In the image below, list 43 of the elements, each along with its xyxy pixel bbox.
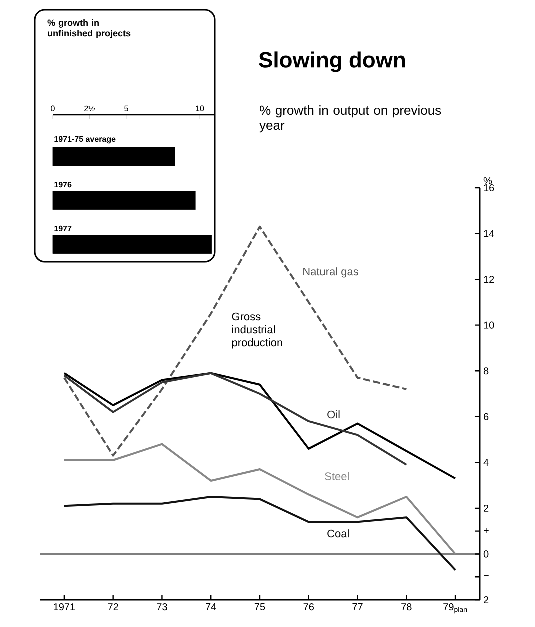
category-label: 79$_{plan}$ (444, 604, 468, 614)
y-tick-label: 6 (484, 413, 489, 420)
y-tick-label: 8 (484, 368, 489, 375)
y-tick-label: 1971-75 average (54, 136, 116, 144)
text: Gross industrial production (232, 312, 282, 349)
category-label: 75 (254, 604, 266, 610)
series-label: Steel (325, 472, 349, 480)
y-tick-label: 12 (484, 276, 494, 284)
category-label: 72 (108, 604, 118, 611)
x-tick-label: 2½ (84, 106, 96, 112)
chart-title: % growth in unfinished projects (48, 20, 131, 38)
series-label: Natural gas (304, 268, 358, 278)
category-label: 1971 (54, 604, 76, 611)
y-tick-label: 10 (484, 322, 494, 329)
y-tick-label: 2 (484, 504, 489, 512)
bar (52, 235, 212, 254)
bar (52, 147, 176, 166)
y-tick-label: 14 (484, 230, 494, 238)
line-series (63, 443, 457, 556)
x-tick-label: 5 (124, 106, 128, 112)
chart-title: Slowing down (259, 52, 406, 72)
category-label: 77 (352, 604, 363, 610)
line-series (63, 372, 408, 466)
y-tick-label: 16 (484, 184, 494, 192)
line-series (63, 496, 457, 572)
y-tick-label: 0 (484, 550, 489, 558)
x-tick-label: 10 (196, 106, 204, 112)
y-tick-label: 4 (484, 459, 489, 466)
y-tick-label: + (484, 528, 489, 534)
category-label: 74 (206, 604, 216, 610)
y-axis-title: % (484, 177, 492, 184)
y-tick-label: − (484, 575, 489, 576)
category-label: 78 (402, 604, 412, 611)
chart-subtitle: % growth in output on previous year (260, 106, 442, 133)
category-label: 73 (157, 604, 168, 611)
series-label: Coal (328, 530, 349, 538)
category-label: 76 (304, 604, 314, 611)
y-tick-label: 2 (484, 596, 489, 604)
y-tick-label: 1977 (54, 226, 72, 232)
bar (52, 191, 196, 210)
line-series (63, 372, 457, 480)
series-label: Oil (328, 410, 340, 419)
y-tick-label: 1976 (54, 182, 72, 188)
